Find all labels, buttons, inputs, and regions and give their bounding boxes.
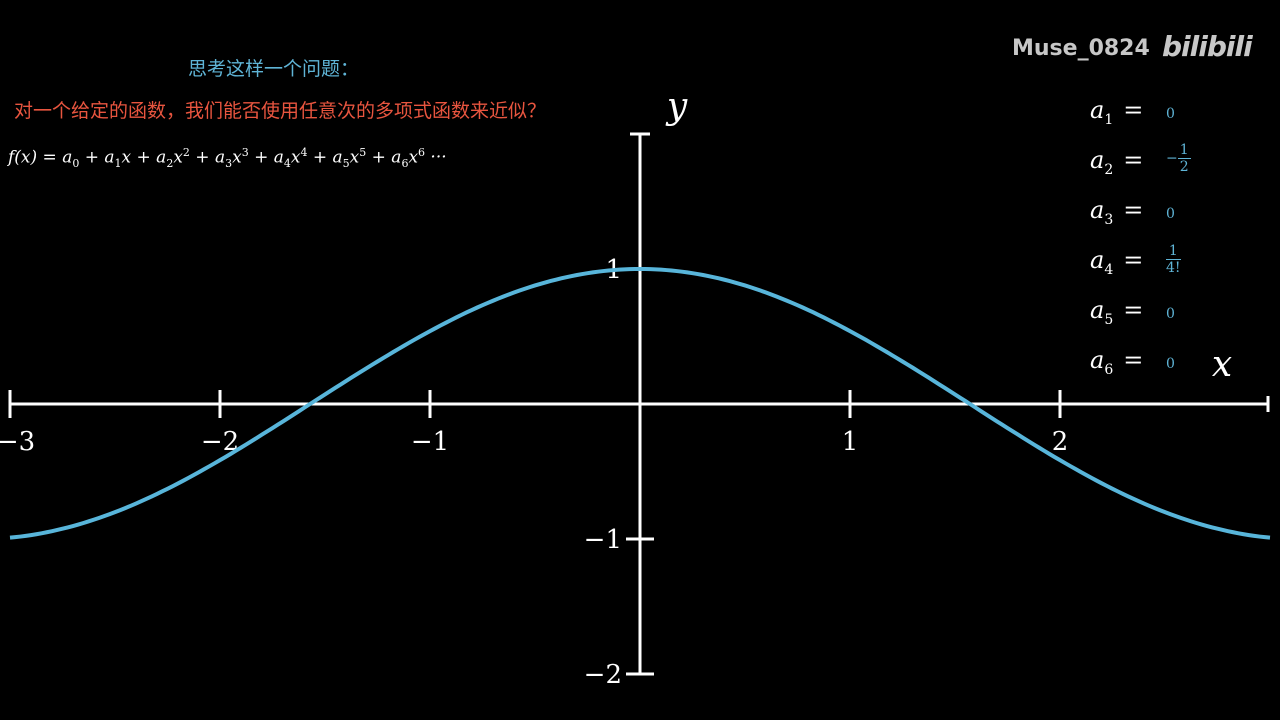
polynomial-formula: f(x) = a0 + a1x + a2x2 + a3x3 + a4x4 + a… (8, 146, 447, 171)
x-tick-label-3: 1 (842, 427, 859, 457)
coefficient-a3: a3 = (1090, 196, 1144, 228)
y-tick-label-2: −2 (584, 660, 622, 690)
series-line-0 (9, 266, 1271, 540)
question-title: 思考这样一个问题： (188, 58, 360, 80)
axes: xy (10, 86, 1270, 674)
x-tick-label-4: 2 (1052, 427, 1069, 457)
coefficient-a2-value: −1 2 (1166, 142, 1191, 175)
coefficient-a6: a6 = (1090, 346, 1144, 378)
coefficient-a2: a2 = (1090, 146, 1144, 178)
coefficient-a1-value: 0 (1166, 106, 1175, 122)
curve-layer (9, 266, 1271, 540)
x-axis-label: x (1212, 344, 1232, 385)
formula-lhs: f(x) = (8, 147, 63, 168)
ticks: −3 −2 −1 1 21−1−2 (0, 255, 1068, 690)
y-axis-label: y (665, 86, 688, 127)
question-text: 对一个给定的函数，我们能否使用任意次的多项式函数来近似？ (14, 100, 547, 122)
coefficient-a6-value: 0 (1166, 356, 1175, 372)
bilibili-logo: bilibili (1162, 30, 1253, 63)
y-tick-label-1: −1 (584, 525, 622, 555)
coefficient-a3-value: 0 (1166, 206, 1175, 222)
coefficient-a4: a4 = (1090, 246, 1144, 278)
watermark-user: Muse_0824 (1012, 36, 1150, 61)
coefficient-a5: a5 = (1090, 296, 1144, 328)
coefficient-a4-value: 1 4! (1166, 243, 1181, 276)
coefficient-a1: a1 = (1090, 96, 1144, 128)
x-tick-label-2: −1 (411, 427, 449, 457)
x-tick-label-0: −3 (0, 427, 35, 457)
coefficient-a5-value: 0 (1166, 306, 1175, 322)
